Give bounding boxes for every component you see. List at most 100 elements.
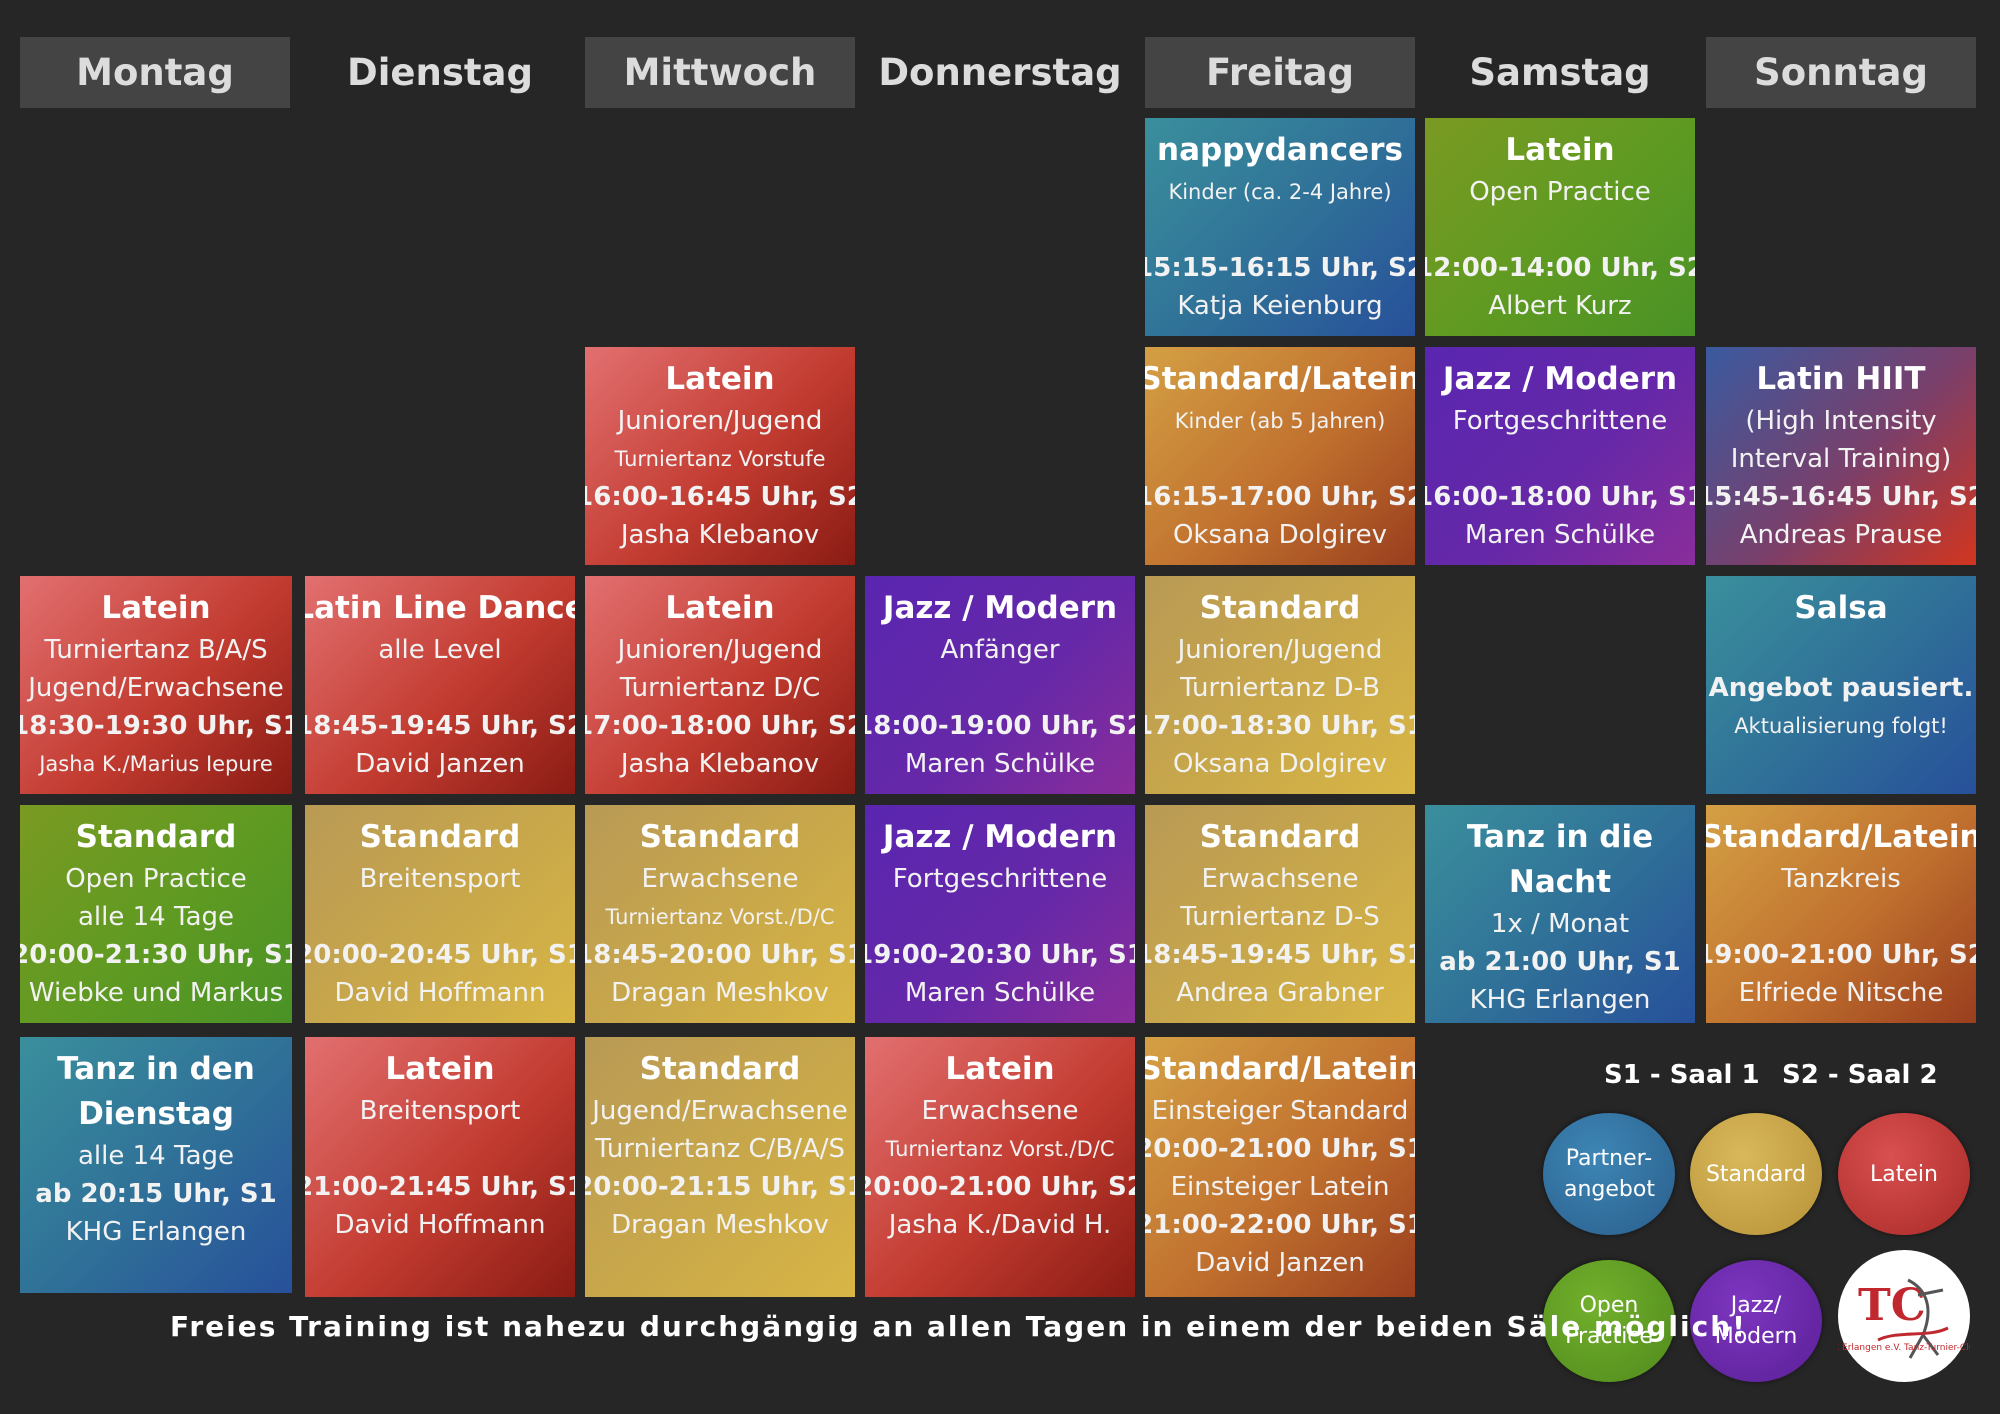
course-line: Turniertanz Vorst./D/C [605, 905, 835, 929]
course-line: David Janzen [355, 749, 525, 779]
course-title: Latein [665, 361, 775, 397]
course-line: Turniertanz D/C [619, 673, 821, 703]
course-time: 16:00-16:45 Uhr, S2 [585, 482, 855, 512]
course-line: Tanzkreis [1781, 864, 1901, 894]
course-time: 21:00-22:00 Uhr, S1 [1145, 1210, 1415, 1240]
course-line: Elfriede Nitsche [1738, 978, 1944, 1008]
legend-standard-label: Standard [1705, 1161, 1807, 1187]
legend-s1: S1 - Saal 1 [1604, 1060, 1760, 1090]
course-card: Latin Line Dance alle Level 18:45-19:45 Uh… [305, 576, 575, 794]
course-line: Breitensport [359, 1096, 521, 1126]
legend-open-practice-label: Open Practice [1565, 1293, 1653, 1349]
course-line: Maren Schülke [904, 749, 1096, 779]
course-line: David Janzen [1195, 1248, 1365, 1278]
course-time: 18:45-20:00 Uhr, S1 [585, 940, 855, 970]
course-line: Open Practice [65, 864, 247, 894]
course-title: Nacht [1508, 864, 1612, 900]
course-card: Tanz in den Dienstag alle 14 Tage ab 20:15 … [20, 1037, 292, 1293]
course-time: 18:45-19:45 Uhr, S2 [305, 711, 575, 741]
course-line: 1x / Monat [1490, 909, 1630, 939]
legend-standard-circle: Standard [1690, 1113, 1822, 1235]
day-header-donnerstag: Donnerstag [878, 51, 1122, 94]
legend-jazz-label: Jazz/ Modern [1714, 1293, 1798, 1349]
course-line: Turniertanz D-S [1180, 902, 1380, 932]
course-time: 18:30-19:30 Uhr, S1 [20, 711, 292, 741]
course-title: Latin HIIT [1756, 361, 1926, 397]
course-card: Latein Open Practice 12:00-14:00 Uhr, S2 Al… [1425, 118, 1695, 336]
course-time: 21:00-21:45 Uhr, S1 [305, 1172, 575, 1202]
course-line: Fortgeschrittene [1452, 406, 1668, 436]
course-line: Dragan Meshkov [611, 978, 829, 1008]
course-time: 20:00-21:00 Uhr, S2 [865, 1172, 1135, 1202]
day-header-freitag: Freitag [1145, 37, 1415, 108]
course-title: Dienstag [78, 1096, 234, 1132]
course-time: 17:00-18:30 Uhr, S1 [1145, 711, 1415, 741]
course-line: Einsteiger Standard [1151, 1096, 1409, 1126]
course-line: Einsteiger Latein [1170, 1172, 1390, 1202]
course-line: Turniertanz C/B/A/S [594, 1134, 846, 1164]
legend-partner-circle: Partner- angebot [1543, 1113, 1675, 1235]
course-line: Open Practice [1469, 177, 1651, 207]
course-card: Latein Junioren/Jugend Turniertanz D/C 17:0… [585, 576, 855, 794]
course-line: Jasha Klebanov [620, 749, 820, 779]
course-card: Latin HIIT (High Intensity Interval Traini… [1706, 347, 1976, 565]
course-title: Tanz in den [57, 1051, 255, 1087]
course-title: Latein [665, 590, 775, 626]
course-title: Standard [359, 819, 521, 855]
course-title: Jazz / Modern [1442, 361, 1678, 397]
course-card: nappydancers Kinder (ca. 2-4 Jahre) 15:15-… [1145, 118, 1415, 336]
course-title: Latein [101, 590, 211, 626]
course-card: Standard Erwachsene Turniertanz Vorst./D/C… [585, 805, 855, 1023]
course-card: Latein Breitensport 21:00-21:45 Uhr, S1 Dav… [305, 1037, 575, 1297]
course-line: Junioren/Jugend [617, 406, 823, 436]
course-title: Salsa [1794, 590, 1888, 626]
course-line: Katja Keienburg [1177, 291, 1383, 321]
course-line: David Hoffmann [334, 978, 546, 1008]
course-line: Maren Schülke [904, 978, 1096, 1008]
course-time: 19:00-21:00 Uhr, S2 [1706, 940, 1976, 970]
course-time: 20:00-21:30 Uhr, S1 [20, 940, 292, 970]
course-line: KHG Erlangen [65, 1217, 247, 1247]
course-title: Standard [1199, 819, 1361, 855]
course-card: Standard Breitensport 20:00-20:45 Uhr, S1 D… [305, 805, 575, 1023]
course-line: Aktualisierung folgt! [1734, 714, 1948, 738]
course-title: Latein [1505, 132, 1615, 168]
course-title: Latein [945, 1051, 1055, 1087]
day-header-dienstag: Dienstag [347, 51, 533, 94]
course-line: Kinder (ca. 2-4 Jahre) [1168, 180, 1392, 204]
course-line: Jugend/Erwachsene [28, 673, 284, 703]
course-time: 20:00-21:15 Uhr, S1 [585, 1172, 855, 1202]
course-title: Standard [639, 819, 801, 855]
course-time: ab 20:15 Uhr, S1 [35, 1179, 277, 1209]
course-card: Latein Erwachsene Turniertanz Vorst./D/C 20… [865, 1037, 1135, 1297]
course-line: Interval Training) [1730, 444, 1952, 474]
legend-s2: S2 - Saal 2 [1782, 1060, 1938, 1090]
logo-text: TC Erlangen e.V. Tanz-Turnier-Club [1838, 1343, 1970, 1353]
course-title: Jazz / Modern [882, 590, 1118, 626]
day-header-mittwoch: Mittwoch [585, 37, 855, 108]
course-title: Standard [1199, 590, 1361, 626]
course-title: Standard [75, 819, 237, 855]
course-line: Junioren/Jugend [617, 635, 823, 665]
course-card: Standard/Latein Kinder (ab 5 Jahren) 16:15… [1145, 347, 1415, 565]
course-line: Erwachsene [921, 1096, 1079, 1126]
course-line: Jasha K./Marius Iepure [39, 752, 273, 776]
club-logo: TC TC Erlangen e.V. Tanz-Turnier-Club [1827, 1250, 1980, 1382]
course-line: Oksana Dolgirev [1172, 749, 1388, 779]
day-header-montag: Montag [20, 37, 290, 108]
course-line: Wiebke und Markus [28, 978, 284, 1008]
legend-open-practice-circle: Open Practice [1543, 1260, 1675, 1382]
club-logo-icon: TC TC Erlangen e.V. Tanz-Turnier-Club [1827, 1278, 1980, 1359]
course-line: KHG Erlangen [1469, 985, 1651, 1015]
course-card: Tanz in die Nacht 1x / Monat ab 21:00 Uhr, … [1425, 805, 1695, 1023]
course-line: Andrea Grabner [1176, 978, 1384, 1008]
course-line: alle Level [378, 635, 502, 665]
course-line: Jugend/Erwachsene [592, 1096, 848, 1126]
course-line: Andreas Prause [1739, 520, 1943, 550]
course-line: Erwachsene [1201, 864, 1359, 894]
course-line: Turniertanz D-B [1180, 673, 1380, 703]
course-time: 12:00-14:00 Uhr, S2 [1425, 253, 1695, 283]
course-line: Jasha Klebanov [620, 520, 820, 550]
course-line: Fortgeschrittene [892, 864, 1108, 894]
footer-note: Freies Training ist nahezu durchgängig a… [170, 1310, 1747, 1343]
